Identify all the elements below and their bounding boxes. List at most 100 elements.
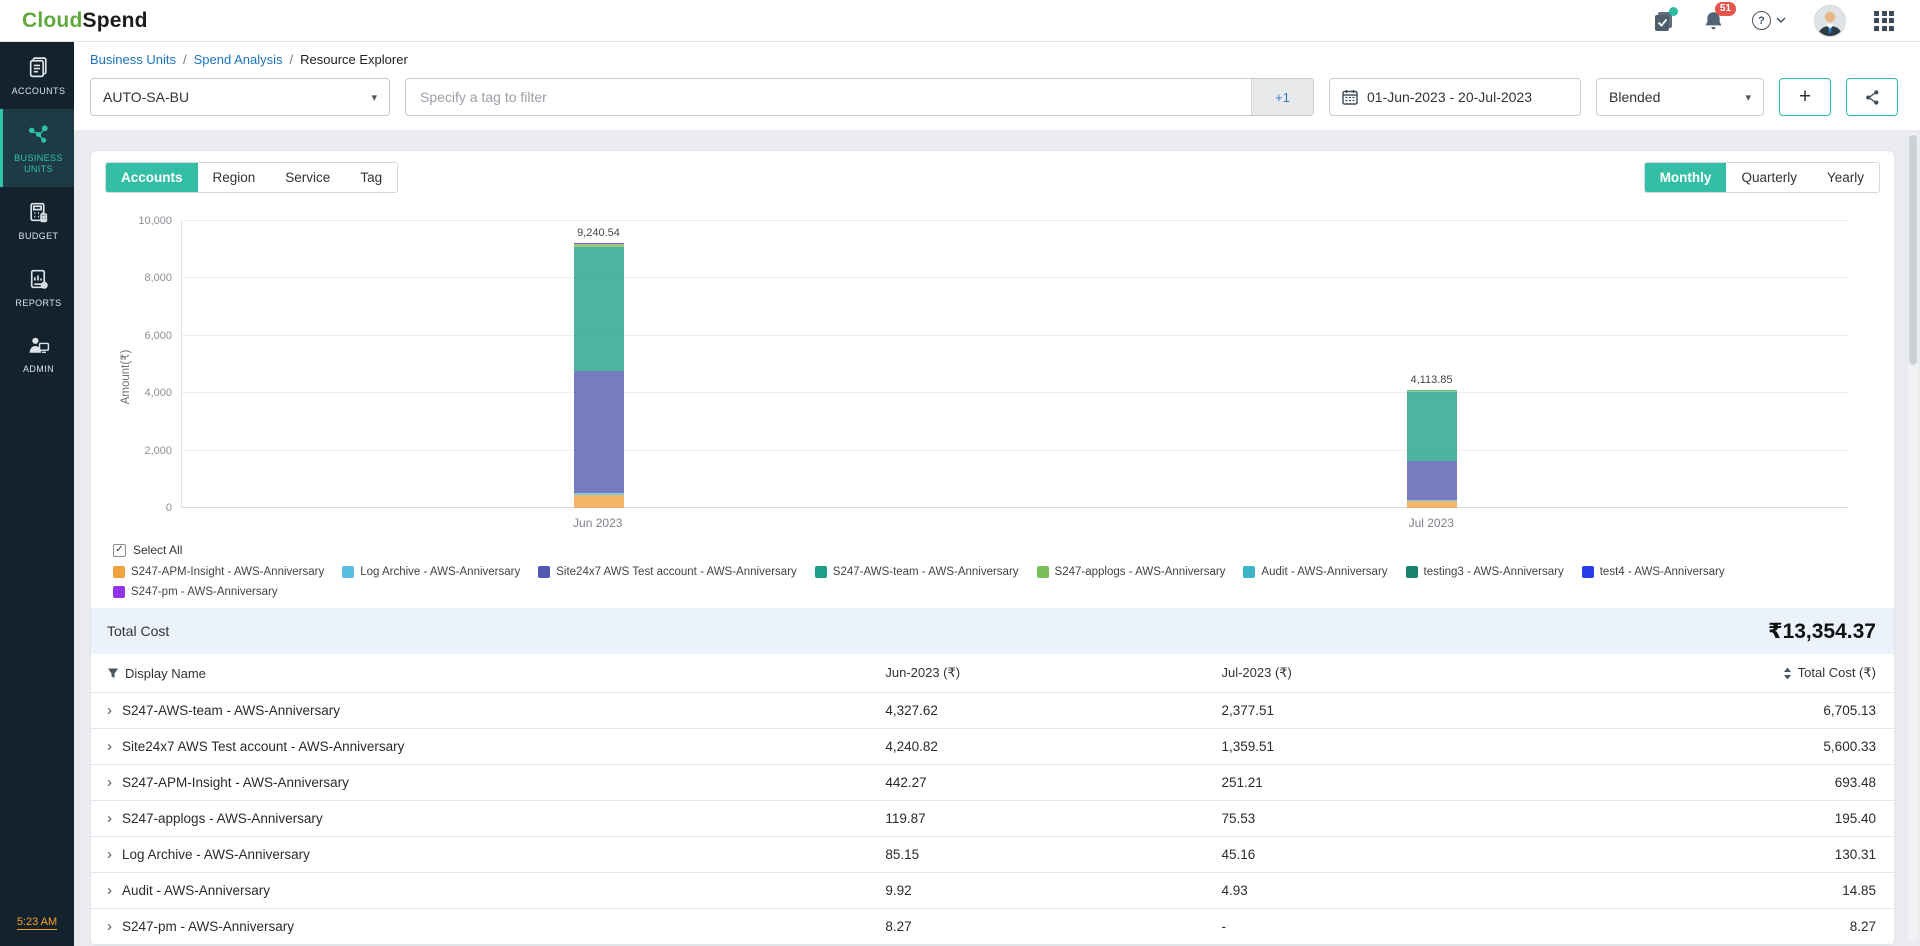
tab-accounts[interactable]: Accounts (106, 163, 198, 192)
tab-tag[interactable]: Tag (345, 163, 398, 192)
y-tick-label: 0 (165, 502, 172, 514)
expand-chevron-icon[interactable]: › (107, 918, 112, 935)
sidebar-item-budget[interactable]: BUDGET (0, 187, 74, 254)
legend-item[interactable]: Audit - AWS-Anniversary (1243, 566, 1388, 579)
breadcrumb-business-units[interactable]: Business Units (90, 52, 176, 67)
expand-chevron-icon[interactable]: › (107, 846, 112, 863)
user-avatar[interactable] (1814, 4, 1846, 37)
column-display-name[interactable]: Display Name (107, 666, 885, 681)
help-menu[interactable]: ? (1752, 11, 1786, 30)
tag-filter-input[interactable] (406, 79, 1251, 115)
table-row[interactable]: › Log Archive - AWS-Anniversary 85.15 45.16… (91, 837, 1894, 873)
legend-item[interactable]: Site24x7 AWS Test account - AWS-Annivers… (538, 566, 797, 579)
tab-yearly[interactable]: Yearly (1811, 163, 1879, 192)
bar-segment[interactable] (1406, 390, 1457, 393)
gridline (182, 507, 1848, 508)
tab-quarterly[interactable]: Quarterly (1726, 163, 1812, 192)
expand-chevron-icon[interactable]: › (107, 774, 112, 791)
top-bar: CloudSpend 51 ? (0, 0, 1920, 42)
legend-item[interactable]: S247-AWS-team - AWS-Anniversary (814, 566, 1019, 579)
status-dot (1669, 6, 1678, 16)
clock-time[interactable]: 5:23 AM (16, 916, 58, 930)
feedback-icon[interactable] (1653, 6, 1678, 32)
sidebar-item-business-units[interactable]: BUSINESS UNITS (0, 108, 74, 188)
more-tags-button[interactable]: +1 (1251, 79, 1313, 115)
bar-segment[interactable] (1406, 392, 1457, 461)
y-tick-label: 10,000 (138, 215, 172, 227)
apps-grid-icon[interactable] (1874, 10, 1894, 31)
legend-item[interactable]: test4 - AWS-Anniversary (1581, 566, 1725, 579)
row-display-name: Audit - AWS-Anniversary (122, 883, 271, 898)
bell-icon (1705, 11, 1722, 29)
table-row[interactable]: › S247-APM-Insight - AWS-Anniversary 442.2… (91, 765, 1894, 801)
column-total-cost-sort[interactable]: Total Cost (₹) (1558, 665, 1876, 681)
business-units-network-icon (29, 125, 48, 143)
total-cost-band: Total Cost ₹13,354.37 (91, 608, 1894, 654)
row-cost-cell: 119.87 (885, 811, 926, 826)
column-jul-2023[interactable]: Jul-2023 (₹) (1221, 665, 1292, 680)
legend-item[interactable]: S247-applogs - AWS-Anniversary (1036, 566, 1225, 579)
table-row[interactable]: › S247-pm - AWS-Anniversary 8.27 - 8.27 (91, 909, 1894, 945)
tab-region[interactable]: Region (197, 163, 271, 192)
sidebar-item-admin[interactable]: ADMIN (0, 320, 74, 387)
expand-chevron-icon[interactable]: › (107, 882, 112, 899)
gridline (182, 277, 1848, 279)
spend-analysis-card: Accounts Region Service Tag Monthly Quarterl… (90, 150, 1895, 946)
legend-swatch (1581, 566, 1594, 579)
bar-segment[interactable] (573, 246, 624, 372)
avatar-person-icon (1815, 5, 1845, 36)
bar-segment[interactable] (573, 492, 624, 496)
bar-segment[interactable] (573, 495, 624, 508)
y-tick-label: 2,000 (144, 444, 172, 457)
breadcrumb-current: Resource Explorer (300, 52, 408, 67)
bar-jul-2023[interactable]: 4,113.85 (1406, 374, 1457, 508)
table-row[interactable]: › Audit - AWS-Anniversary 9.92 4.93 14.85 (91, 873, 1894, 909)
table-row[interactable]: › S247-AWS-team - AWS-Anniversary 4,327.62… (91, 693, 1894, 729)
row-display-name: S247-APM-Insight - AWS-Anniversary (122, 775, 349, 790)
scrollbar-thumb[interactable] (1909, 135, 1917, 365)
sidebar-item-reports[interactable]: REPORTS (0, 254, 74, 321)
bar-segment[interactable] (1406, 500, 1457, 508)
legend-item[interactable]: testing3 - AWS-Anniversary (1405, 566, 1564, 579)
bar-segment[interactable] (573, 371, 624, 493)
expand-chevron-icon[interactable]: › (107, 810, 112, 827)
column-jun-2023[interactable]: Jun-2023 (₹) (885, 665, 961, 680)
add-button[interactable]: + (1779, 78, 1831, 116)
expand-chevron-icon[interactable]: › (107, 702, 112, 719)
select-all-checkbox[interactable]: ✓ Select All (113, 543, 1872, 557)
notifications-bell-icon[interactable]: 51 (1703, 1, 1736, 32)
bar-segment[interactable] (1406, 499, 1457, 501)
sidebar-item-label: BUDGET (18, 231, 59, 242)
filter-funnel-icon (108, 668, 118, 678)
bar-segment[interactable] (573, 243, 624, 247)
legend-item[interactable]: Log Archive - AWS-Anniversary (342, 566, 520, 579)
scrollbar[interactable] (1908, 133, 1918, 942)
table-row[interactable]: › Site24x7 AWS Test account - AWS-Anniver… (91, 729, 1894, 765)
legend-item[interactable]: S247-APM-Insight - AWS-Anniversary (113, 566, 324, 579)
y-tick-label: 6,000 (144, 329, 172, 342)
sort-icon (1783, 667, 1791, 679)
business-unit-select[interactable]: AUTO-SA-BU ▾ (90, 78, 390, 116)
table-row[interactable]: › S247-applogs - AWS-Anniversary 119.87 75.… (91, 801, 1894, 837)
bar-total-label: 9,240.54 (577, 227, 620, 240)
bar-jun-2023[interactable]: 9,240.54 (573, 227, 624, 508)
row-cost-cell: - (1221, 919, 1226, 934)
bar-segment[interactable] (1406, 460, 1457, 500)
legend-swatch (1405, 566, 1418, 579)
date-range-picker[interactable]: 01-Jun-2023 - 20-Jul-2023 (1329, 78, 1581, 116)
tab-monthly[interactable]: Monthly (1644, 163, 1727, 192)
cost-type-select[interactable]: Blended ▾ (1596, 78, 1764, 116)
legend-item[interactable]: S247-pm - AWS-Anniversary (113, 586, 278, 599)
grid-glyph (1874, 10, 1894, 31)
legend-label: Site24x7 AWS Test account - AWS-Annivers… (556, 566, 797, 579)
y-tick-label: 4,000 (144, 387, 172, 400)
row-cost-cell: 45.16 (1221, 847, 1256, 862)
row-display-name: Site24x7 AWS Test account - AWS-Annivers… (122, 739, 405, 754)
total-cost-value: ₹13,354.37 (1767, 619, 1876, 643)
tab-service[interactable]: Service (270, 163, 346, 192)
breadcrumb-spend-analysis[interactable]: Spend Analysis (193, 52, 283, 67)
sidebar-item-accounts[interactable]: ACCOUNTS (0, 42, 74, 109)
row-cost-cell: 4,327.62 (885, 703, 938, 718)
expand-chevron-icon[interactable]: › (107, 738, 112, 755)
share-button[interactable] (1846, 78, 1898, 116)
